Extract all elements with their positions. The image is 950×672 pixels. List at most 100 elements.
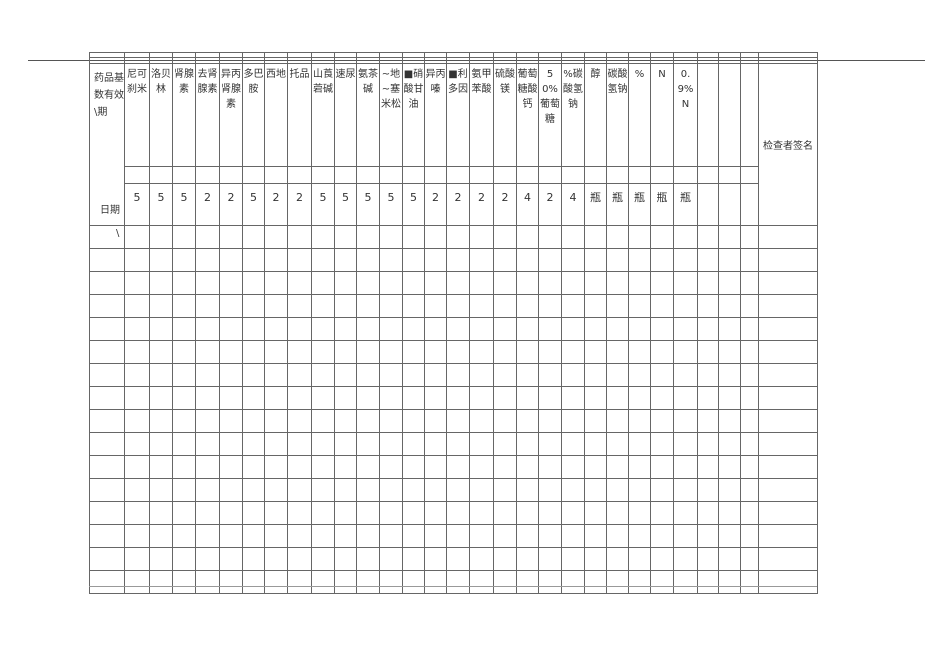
entry-cell[interactable] xyxy=(673,570,698,594)
entry-cell[interactable] xyxy=(311,570,335,594)
entry-cell[interactable] xyxy=(469,248,494,272)
entry-cell[interactable] xyxy=(356,317,380,341)
entry-cell[interactable] xyxy=(424,271,447,295)
entry-cell[interactable] xyxy=(264,524,288,548)
entry-cell[interactable] xyxy=(718,524,741,548)
entry-cell[interactable] xyxy=(334,294,357,318)
entry-cell[interactable] xyxy=(172,225,196,249)
entry-cell[interactable] xyxy=(149,225,173,249)
entry-cell[interactable] xyxy=(697,501,719,525)
entry-cell[interactable] xyxy=(584,363,607,387)
entry-cell[interactable] xyxy=(673,524,698,548)
entry-cell[interactable] xyxy=(124,570,150,594)
entry-cell[interactable] xyxy=(673,386,698,410)
entry-cell[interactable] xyxy=(149,478,173,502)
entry-cell[interactable] xyxy=(89,478,125,502)
entry-cell[interactable] xyxy=(628,455,651,479)
entry-cell[interactable] xyxy=(195,501,220,525)
entry-cell[interactable] xyxy=(124,386,150,410)
entry-cell[interactable] xyxy=(697,524,719,548)
entry-cell[interactable] xyxy=(149,432,173,456)
entry-cell[interactable] xyxy=(538,340,562,364)
entry-cell[interactable] xyxy=(718,225,741,249)
entry-cell[interactable] xyxy=(89,340,125,364)
entry-cell[interactable] xyxy=(379,501,403,525)
entry-cell[interactable] xyxy=(697,294,719,318)
entry-cell[interactable] xyxy=(740,340,759,364)
entry-cell[interactable] xyxy=(242,524,265,548)
entry-cell[interactable] xyxy=(172,455,196,479)
entry-cell[interactable] xyxy=(195,363,220,387)
entry-cell[interactable] xyxy=(334,340,357,364)
entry-cell[interactable] xyxy=(516,570,539,594)
entry-cell[interactable] xyxy=(402,271,425,295)
entry-cell[interactable] xyxy=(606,363,629,387)
entry-cell[interactable] xyxy=(356,294,380,318)
entry-cell[interactable] xyxy=(195,478,220,502)
entry-cell[interactable] xyxy=(561,317,585,341)
entry-cell[interactable] xyxy=(584,340,607,364)
entry-cell[interactable] xyxy=(673,501,698,525)
entry-cell[interactable] xyxy=(124,501,150,525)
entry-cell[interactable] xyxy=(219,547,243,571)
entry-cell[interactable] xyxy=(469,478,494,502)
entry-cell[interactable] xyxy=(758,294,818,318)
entry-cell[interactable] xyxy=(718,478,741,502)
entry-cell[interactable] xyxy=(561,455,585,479)
entry-cell[interactable] xyxy=(379,340,403,364)
entry-cell[interactable] xyxy=(334,271,357,295)
entry-cell[interactable] xyxy=(402,478,425,502)
entry-cell[interactable] xyxy=(356,409,380,433)
entry-cell[interactable] xyxy=(538,271,562,295)
entry-cell[interactable] xyxy=(493,570,517,594)
entry-cell[interactable] xyxy=(697,547,719,571)
entry-cell[interactable] xyxy=(334,409,357,433)
entry-cell[interactable] xyxy=(242,317,265,341)
entry-cell[interactable] xyxy=(89,294,125,318)
entry-cell[interactable] xyxy=(538,294,562,318)
entry-cell[interactable] xyxy=(650,570,674,594)
entry-cell[interactable] xyxy=(242,409,265,433)
entry-cell[interactable] xyxy=(758,524,818,548)
entry-cell[interactable] xyxy=(650,547,674,571)
entry-cell[interactable] xyxy=(264,432,288,456)
entry-cell[interactable] xyxy=(219,294,243,318)
entry-cell[interactable] xyxy=(219,340,243,364)
entry-cell[interactable] xyxy=(89,386,125,410)
entry-cell[interactable] xyxy=(424,248,447,272)
entry-cell[interactable] xyxy=(584,570,607,594)
entry-cell[interactable] xyxy=(493,524,517,548)
entry-cell[interactable] xyxy=(697,432,719,456)
entry-cell[interactable] xyxy=(516,386,539,410)
entry-cell[interactable] xyxy=(673,317,698,341)
entry-cell[interactable] xyxy=(287,524,312,548)
entry-cell[interactable] xyxy=(697,363,719,387)
entry-cell[interactable] xyxy=(264,455,288,479)
entry-cell[interactable] xyxy=(469,547,494,571)
entry-cell[interactable] xyxy=(718,547,741,571)
entry-cell[interactable] xyxy=(379,271,403,295)
entry-cell[interactable] xyxy=(124,524,150,548)
entry-cell[interactable] xyxy=(379,248,403,272)
entry-cell[interactable] xyxy=(446,432,470,456)
entry-cell[interactable] xyxy=(740,432,759,456)
entry-cell[interactable] xyxy=(469,340,494,364)
entry-cell[interactable] xyxy=(561,570,585,594)
entry-cell[interactable] xyxy=(219,432,243,456)
entry-cell[interactable] xyxy=(446,409,470,433)
entry-cell[interactable] xyxy=(718,386,741,410)
entry-cell[interactable] xyxy=(424,409,447,433)
entry-cell[interactable] xyxy=(516,478,539,502)
entry-cell[interactable] xyxy=(718,432,741,456)
entry-cell[interactable] xyxy=(561,409,585,433)
entry-cell[interactable] xyxy=(172,340,196,364)
entry-cell[interactable] xyxy=(356,478,380,502)
entry-cell[interactable] xyxy=(446,501,470,525)
entry-cell[interactable] xyxy=(219,225,243,249)
entry-cell[interactable] xyxy=(356,271,380,295)
entry-cell[interactable] xyxy=(673,340,698,364)
entry-cell[interactable] xyxy=(195,432,220,456)
entry-cell[interactable] xyxy=(287,409,312,433)
entry-cell[interactable] xyxy=(149,294,173,318)
entry-cell[interactable] xyxy=(242,432,265,456)
